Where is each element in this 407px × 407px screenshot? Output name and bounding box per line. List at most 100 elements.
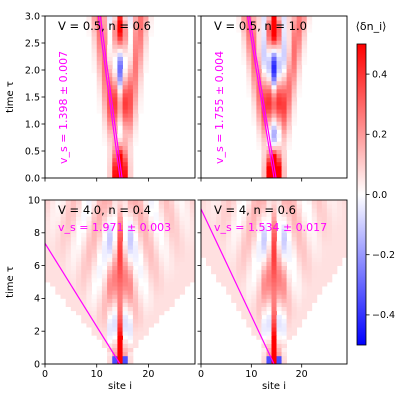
- heatmap-cell: [101, 88, 108, 94]
- heatmap-cell: [271, 220, 277, 225]
- heatmap-cell: [158, 245, 165, 250]
- heatmap-cell: [107, 137, 113, 142]
- heatmap-cell: [286, 109, 293, 114]
- heatmap-cell: [153, 236, 160, 242]
- heatmap-cell: [122, 359, 129, 364]
- heatmap-cell: [122, 290, 129, 295]
- heatmap-cell: [101, 117, 108, 122]
- heatmap-cell: [246, 310, 252, 316]
- heatmap-cell: [266, 84, 272, 90]
- heatmap-cell: [281, 232, 287, 238]
- heatmap-cell: [163, 253, 170, 258]
- heatmap-cell: [291, 113, 298, 118]
- heatmap-cell: [281, 92, 287, 98]
- heatmap-cell: [143, 327, 149, 332]
- heatmap-cell: [261, 282, 267, 287]
- heatmap-cell: [101, 80, 108, 86]
- heatmap-cell: [117, 101, 123, 106]
- heatmap-cell: [271, 80, 277, 86]
- heatmap-cell: [143, 241, 149, 246]
- heatmap-cell: [107, 277, 113, 283]
- heatmap-cell: [107, 44, 113, 49]
- heatmap-cell: [341, 236, 347, 242]
- heatmap-cell: [101, 273, 108, 279]
- heatmap-cell: [60, 228, 67, 234]
- heatmap-cell: [153, 286, 160, 291]
- heatmap-cell: [91, 294, 98, 299]
- heatmap-cell: [91, 265, 98, 271]
- heatmap-cell: [101, 335, 108, 340]
- heatmap-cell: [143, 261, 149, 266]
- heatmap-cell: [276, 88, 282, 94]
- heatmap-cell: [296, 323, 303, 328]
- heatmap-cell: [127, 101, 134, 106]
- heatmap-cell: [117, 121, 123, 126]
- heatmap-cell: [76, 294, 82, 299]
- heatmap-cell: [281, 60, 287, 65]
- heatmap-cell: [261, 212, 267, 217]
- heatmap-cell: [231, 294, 237, 299]
- heatmap-cell: [276, 56, 282, 61]
- heatmap-cell: [96, 323, 103, 328]
- heatmap-cell: [163, 232, 170, 238]
- heatmap-cell: [266, 306, 272, 312]
- heatmap-cell: [271, 355, 277, 361]
- heatmap-cell: [143, 273, 149, 279]
- heatmap-cell: [138, 331, 144, 336]
- heatmap-cell: [311, 200, 318, 205]
- heatmap-cell: [76, 273, 82, 279]
- heatmap-cell: [261, 294, 267, 299]
- heatmap-cell: [153, 277, 160, 283]
- heatmap-cell: [70, 236, 77, 242]
- heatmap-cell: [256, 286, 262, 291]
- heatmap-cell: [107, 173, 113, 178]
- heatmap-cell: [286, 282, 293, 287]
- heatmap-cell: [127, 80, 134, 86]
- heatmap-cell: [296, 228, 303, 234]
- heatmap-cell: [231, 298, 237, 303]
- heatmap-cell: [179, 216, 186, 221]
- heatmap-cell: [148, 302, 155, 307]
- heatmap-cell: [143, 245, 149, 250]
- heatmap-cell: [221, 269, 227, 275]
- heatmap-cell: [153, 261, 160, 266]
- heatmap-cell: [256, 137, 262, 142]
- heatmap-cell: [122, 97, 129, 102]
- heatmap-cell: [261, 323, 267, 328]
- heatmap-cell: [296, 224, 303, 230]
- heatmap-cell: [251, 220, 257, 225]
- heatmap-cell: [174, 261, 180, 266]
- heatmap-cell: [101, 125, 108, 130]
- heatmap-cell: [266, 92, 272, 98]
- heatmap-cell: [216, 265, 222, 271]
- heatmap-cell: [65, 224, 72, 230]
- heatmap-cell: [153, 290, 160, 295]
- heatmap-cell: [266, 261, 272, 266]
- heatmap-cell: [163, 290, 170, 295]
- heatmap-cell: [158, 220, 165, 225]
- heatmap-cell: [286, 76, 293, 82]
- heatmap-cell: [45, 224, 51, 230]
- heatmap-cell: [281, 97, 287, 102]
- heatmap-cell: [306, 290, 313, 295]
- heatmap-cell: [122, 24, 129, 29]
- heatmap-cell: [221, 257, 227, 262]
- heatmap-cell: [296, 76, 303, 82]
- heatmap-cell: [169, 282, 175, 287]
- heatmap-cell: [241, 220, 247, 225]
- heatmap-cell: [276, 32, 282, 37]
- heatmap-cell: [271, 32, 277, 37]
- heatmap-cell: [301, 16, 308, 21]
- heatmap-cell: [331, 224, 338, 230]
- heatmap-cell: [321, 208, 328, 213]
- heatmap-cell: [169, 290, 175, 295]
- heatmap-cell: [236, 302, 242, 307]
- heatmap-cell: [276, 36, 282, 41]
- heatmap-cell: [261, 24, 267, 29]
- heatmap-cell: [276, 153, 282, 159]
- heatmap-cell: [50, 220, 56, 225]
- heatmap-cell: [169, 257, 175, 262]
- heatmap-cell: [251, 290, 257, 295]
- heatmap-cell: [281, 253, 287, 258]
